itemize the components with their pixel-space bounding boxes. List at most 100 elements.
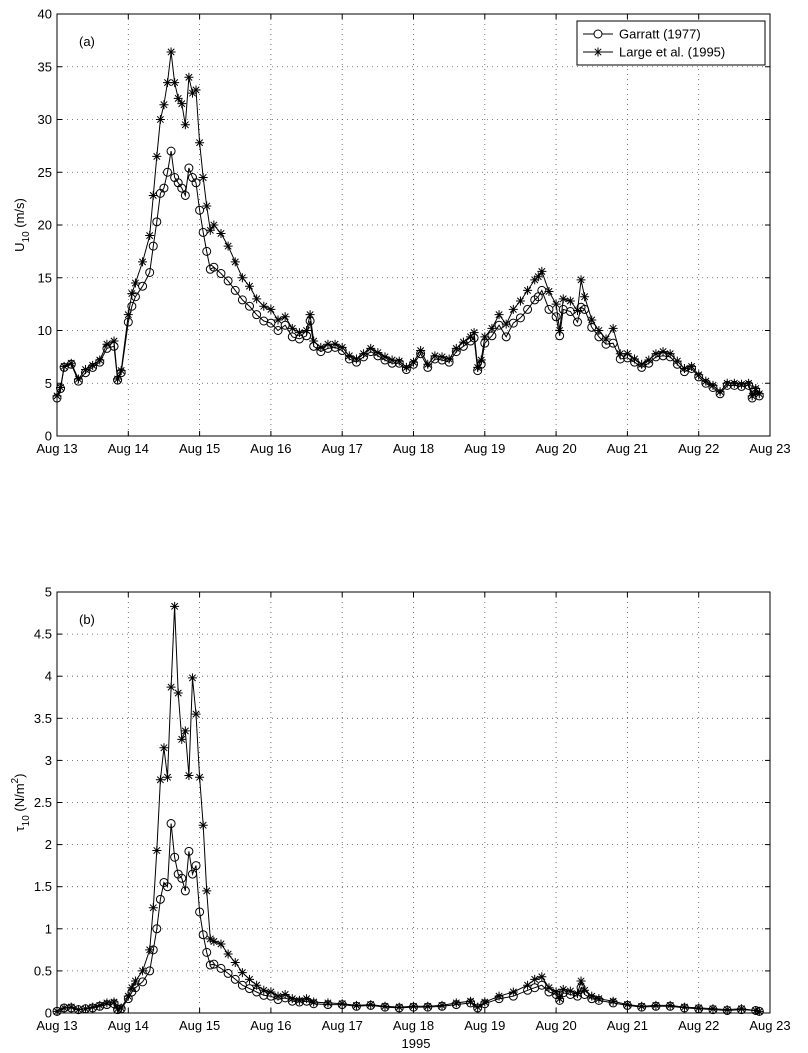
data-point-asterisk xyxy=(152,151,162,161)
data-point-circle xyxy=(163,167,173,177)
data-point-asterisk xyxy=(729,378,739,388)
data-point-asterisk xyxy=(59,1003,69,1013)
data-point-asterisk xyxy=(580,292,590,302)
data-point-asterisk xyxy=(594,326,604,335)
data-point-asterisk xyxy=(202,886,212,896)
data-point-asterisk xyxy=(223,949,233,959)
data-point-asterisk xyxy=(138,257,148,267)
y-tick-label: 15 xyxy=(38,270,52,285)
data-point-asterisk xyxy=(184,771,194,781)
y-tick-label: 5 xyxy=(45,585,52,600)
data-point-asterisk xyxy=(173,688,183,698)
data-point-asterisk xyxy=(344,351,354,361)
data-point-asterisk xyxy=(245,281,255,291)
legend: Garratt (1977) Large et al. (1995) xyxy=(576,20,766,66)
data-point-asterisk xyxy=(230,957,240,967)
data-point-asterisk xyxy=(52,391,62,401)
data-point-asterisk xyxy=(694,370,704,380)
data-point-circle xyxy=(184,163,194,173)
data-point-circle xyxy=(572,317,582,327)
data-point-asterisk xyxy=(576,275,586,285)
y-tick-label: 4 xyxy=(45,669,52,684)
data-point-asterisk xyxy=(594,994,604,1004)
data-point-asterisk xyxy=(309,336,319,346)
data-point-circle xyxy=(170,852,180,862)
data-point-asterisk xyxy=(373,348,383,358)
data-point-asterisk xyxy=(572,305,582,315)
data-point-asterisk xyxy=(736,379,746,389)
data-point-asterisk xyxy=(309,997,319,1007)
data-point-asterisk xyxy=(744,378,754,388)
data-point-circle xyxy=(198,930,208,940)
x-tick-label: Aug 14 xyxy=(108,1018,149,1033)
data-point-circle xyxy=(202,947,212,957)
data-point-asterisk xyxy=(205,934,215,944)
y-tick-label: 30 xyxy=(38,112,52,127)
data-point-asterisk xyxy=(66,1002,76,1012)
data-point-asterisk xyxy=(145,945,155,955)
series-garratt xyxy=(52,146,764,403)
data-point-asterisk xyxy=(572,989,582,999)
data-point-asterisk xyxy=(209,936,219,946)
data-point-asterisk xyxy=(109,336,119,346)
x-tick-label: Aug 23 xyxy=(749,1018,790,1033)
data-point-asterisk xyxy=(466,996,476,1006)
data-point-asterisk xyxy=(508,304,518,314)
data-point-asterisk xyxy=(473,362,483,372)
data-point-circle xyxy=(159,183,169,193)
data-point-asterisk xyxy=(155,115,165,124)
data-point-asterisk xyxy=(708,1004,718,1014)
data-point-asterisk xyxy=(587,991,597,1001)
data-point-circle xyxy=(515,313,525,323)
data-point-asterisk xyxy=(672,356,682,366)
y-tick-label: 4.5 xyxy=(34,627,52,642)
data-point-asterisk xyxy=(127,983,137,993)
data-point-asterisk xyxy=(209,220,219,230)
data-point-asterisk xyxy=(177,734,187,744)
data-point-asterisk xyxy=(380,352,390,362)
data-point-asterisk xyxy=(323,339,333,349)
y-tick-label: 1.5 xyxy=(34,879,52,894)
data-point-asterisk xyxy=(694,1003,704,1013)
y-tick-label: 40 xyxy=(38,7,52,22)
data-point-circle xyxy=(209,959,219,969)
data-point-circle xyxy=(177,873,187,883)
data-point-asterisk xyxy=(287,323,297,333)
data-point-asterisk xyxy=(679,1002,689,1012)
data-point-asterisk xyxy=(155,775,165,785)
y-tick-label: 3.5 xyxy=(34,711,52,726)
series-garratt xyxy=(52,819,764,1016)
data-point-circle xyxy=(184,846,194,856)
panel-a: Aug 13 Aug 14 Aug 15 Aug 16 Aug 17 Aug 18 Aug … xyxy=(12,7,791,457)
data-point-asterisk xyxy=(152,845,162,855)
data-point-circle xyxy=(237,980,247,990)
y-tick-label: 2 xyxy=(45,837,52,852)
data-point-asterisk xyxy=(259,301,269,311)
data-point-circle xyxy=(145,267,155,277)
series-line xyxy=(56,606,760,1012)
data-point-asterisk xyxy=(191,85,201,95)
data-point-asterisk xyxy=(216,939,226,949)
data-point-asterisk xyxy=(687,361,697,371)
x-tick-label: Aug 20 xyxy=(535,441,576,456)
data-point-asterisk xyxy=(608,323,618,333)
data-point-asterisk xyxy=(533,272,543,282)
data-point-asterisk xyxy=(494,310,504,320)
data-point-asterisk xyxy=(644,355,654,365)
data-point-asterisk xyxy=(437,352,447,362)
data-point-asterisk xyxy=(537,972,547,982)
data-point-asterisk xyxy=(555,326,565,335)
data-point-circle xyxy=(127,301,137,311)
shared-x-axis-label: 1995 xyxy=(402,1036,431,1051)
data-point-asterisk xyxy=(302,994,312,1004)
data-point-asterisk xyxy=(637,1001,647,1011)
data-point-asterisk xyxy=(280,312,290,322)
y-tick-label: 10 xyxy=(38,323,52,338)
data-point-asterisk xyxy=(708,380,718,390)
data-point-asterisk xyxy=(223,241,233,251)
data-point-circle xyxy=(523,304,533,314)
x-tick-label: Aug 14 xyxy=(108,441,149,456)
data-point-asterisk xyxy=(95,355,105,365)
data-point-asterisk xyxy=(444,354,454,364)
data-point-asterisk xyxy=(323,998,333,1008)
